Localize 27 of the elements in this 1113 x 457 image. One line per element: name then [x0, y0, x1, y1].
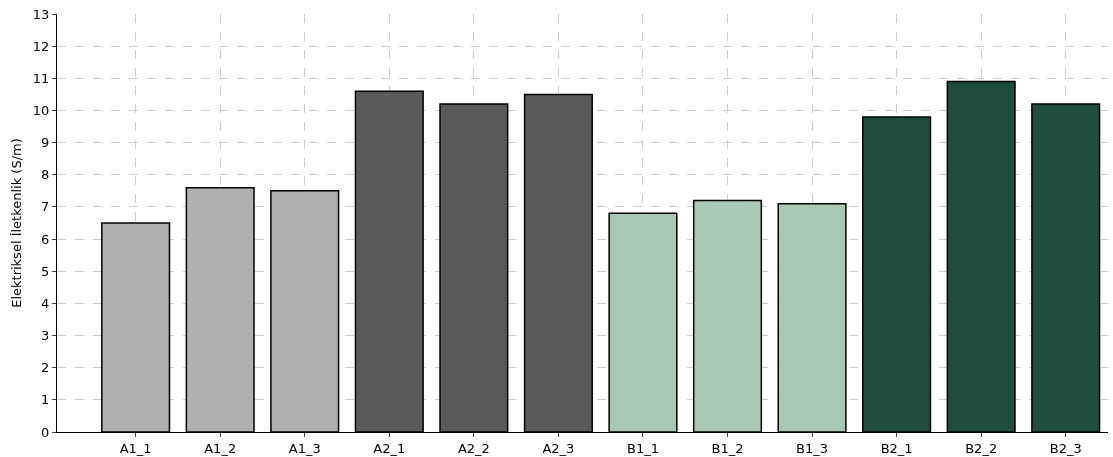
y-tick-label: 2: [41, 360, 50, 376]
x-tick-label: B1_1: [626, 440, 659, 456]
y-tick-label: 0: [41, 424, 50, 440]
y-tick-label: 6: [41, 231, 50, 247]
x-tick-label: A1_2: [204, 440, 237, 456]
y-tick-label: 4: [41, 295, 50, 311]
x-tick-label: B1_3: [796, 440, 829, 456]
y-tick-label: 13: [32, 6, 50, 22]
x-tick-label: A1_1: [119, 440, 152, 456]
y-tick-label: 8: [41, 167, 50, 183]
y-tick-label: 7: [41, 199, 50, 215]
x-tick-label: A2_1: [373, 440, 406, 456]
x-tick-label: A2_2: [457, 440, 490, 456]
x-tick-label: A2_3: [542, 440, 575, 456]
y-tick-label: 9: [41, 135, 50, 151]
y-tick-label: 3: [41, 328, 50, 344]
y-axis-title: Elektriksel İletkenlik (S/m): [9, 138, 24, 308]
x-tick-label: B2_1: [880, 440, 913, 456]
y-tick-label: 1: [41, 392, 50, 408]
x-tick-label: B2_2: [965, 440, 998, 456]
y-tick-label: 5: [41, 263, 50, 279]
x-tick-label: A1_3: [288, 440, 321, 456]
y-tick-label: 11: [32, 70, 50, 86]
y-tick-label: 12: [32, 38, 50, 54]
y-tick-label: 10: [32, 103, 50, 119]
x-tick-label: B2_3: [1049, 440, 1082, 456]
x-tick-label: B1_2: [711, 440, 744, 456]
